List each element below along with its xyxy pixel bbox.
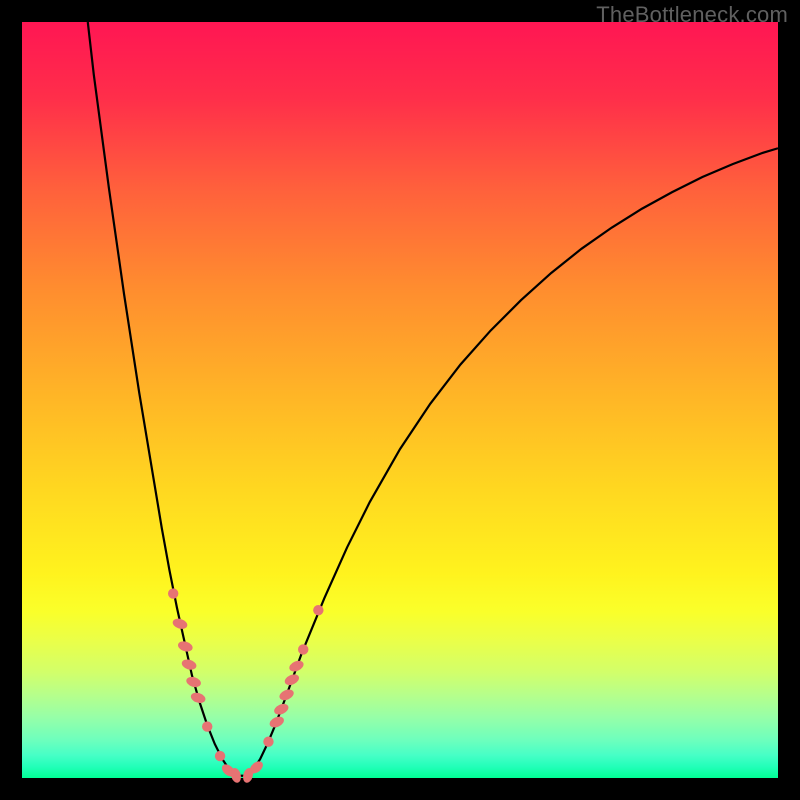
plot-area (22, 22, 778, 778)
data-marker (288, 659, 306, 674)
chart-frame: TheBottleneck.com (0, 0, 800, 800)
data-marker (273, 702, 291, 717)
data-marker (313, 605, 323, 615)
data-marker (263, 737, 273, 747)
data-marker (283, 672, 301, 687)
data-marker (171, 617, 188, 631)
data-marker (298, 644, 308, 654)
data-marker (168, 588, 178, 598)
curve-layer (22, 22, 778, 778)
data-marker (202, 721, 212, 731)
data-marker (278, 687, 296, 702)
watermark-text: TheBottleneck.com (596, 2, 788, 28)
data-marker (185, 675, 202, 689)
data-marker (268, 715, 286, 730)
markers-group (168, 588, 324, 783)
data-marker (181, 658, 198, 672)
data-marker (215, 751, 225, 761)
data-marker (177, 640, 194, 654)
data-marker (190, 691, 207, 705)
